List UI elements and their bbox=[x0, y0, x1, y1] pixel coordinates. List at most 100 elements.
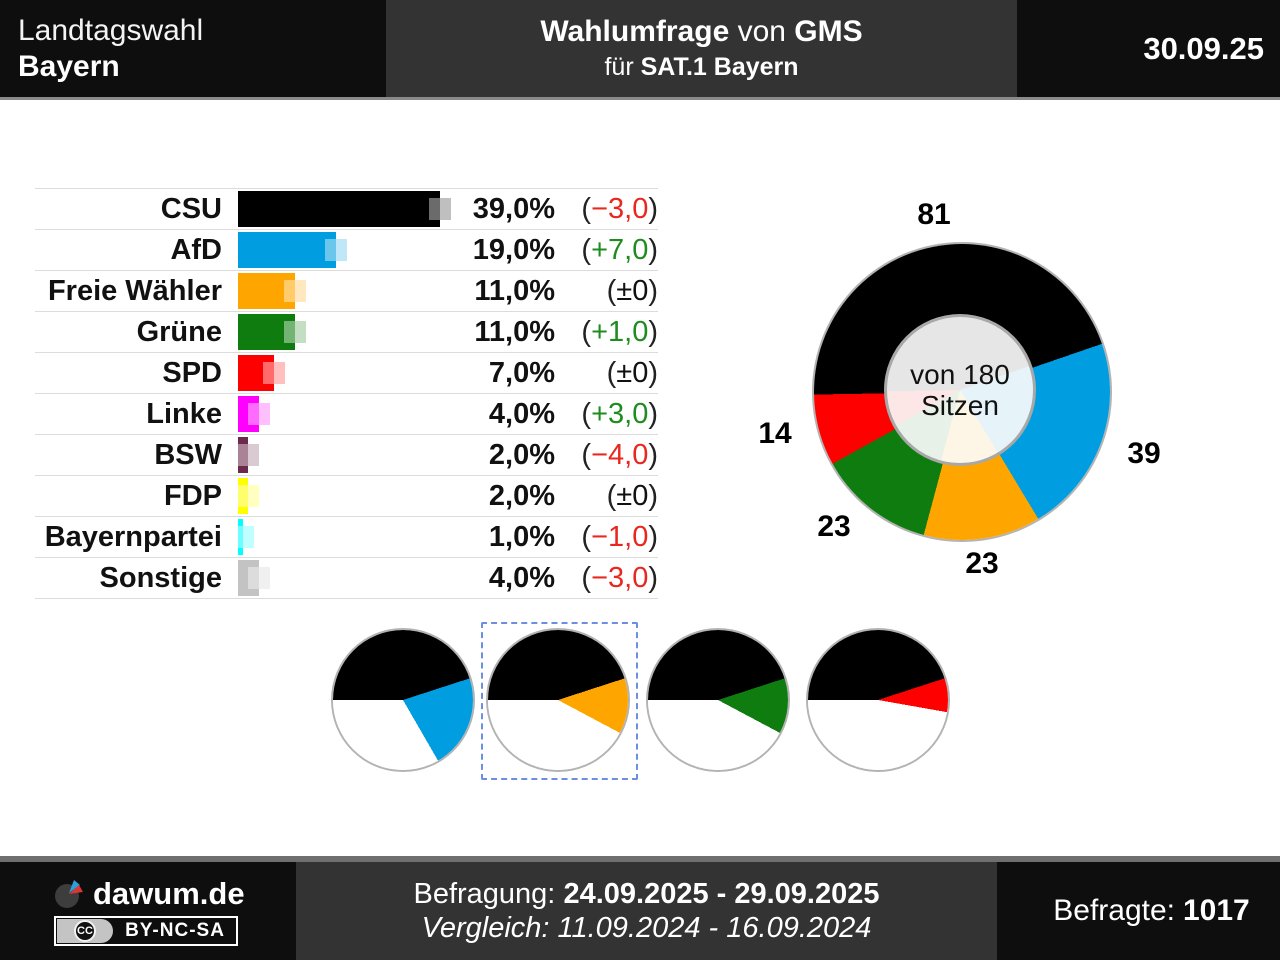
marker-outer-half bbox=[274, 362, 285, 384]
seat-count-label: 23 bbox=[965, 547, 999, 580]
footer-survey-section: Befragung: 24.09.2025 - 29.09.2025 Vergl… bbox=[296, 862, 997, 960]
seat-count-label: 81 bbox=[917, 198, 951, 231]
footer-brand-section: dawum.de CC BY-NC-SA bbox=[0, 862, 296, 960]
survey-period: Befragung: 24.09.2025 - 29.09.2025 bbox=[413, 878, 880, 910]
previous-value-marker bbox=[325, 239, 347, 261]
cc-logo-tab: CC bbox=[57, 919, 113, 943]
coalition-pie-option[interactable] bbox=[488, 630, 628, 770]
previous-value-marker bbox=[284, 321, 306, 343]
poll-bar bbox=[238, 191, 440, 227]
poll-bar bbox=[238, 437, 248, 473]
dawum-logo-icon bbox=[55, 880, 83, 908]
footer: dawum.de CC BY-NC-SA Befragung: 24.09.20… bbox=[0, 862, 1280, 960]
poll-value: 4,0% bbox=[488, 562, 555, 594]
election-region: Bayern bbox=[18, 50, 120, 83]
marker-inner-half bbox=[284, 280, 295, 302]
poll-bar bbox=[238, 519, 243, 555]
cc-license-badge[interactable]: CC BY-NC-SA bbox=[54, 916, 238, 946]
poll-bar-chart: CSU 39,0% (−3,0) AfD 19,0% (+7,0) Freie Wähler… bbox=[35, 188, 658, 599]
marker-outer-half bbox=[336, 239, 347, 261]
party-label: FDP bbox=[164, 480, 222, 512]
poll-title: Wahlumfrage von GMS bbox=[540, 15, 863, 48]
previous-value-marker bbox=[248, 567, 270, 589]
poll-change: (−1,0) bbox=[581, 521, 658, 553]
marker-inner-half bbox=[263, 362, 274, 384]
marker-inner-half bbox=[248, 567, 259, 589]
marker-outer-half bbox=[295, 280, 306, 302]
donut-center-line1: von 180 bbox=[910, 359, 1010, 390]
marker-inner-half bbox=[429, 198, 440, 220]
poll-value: 11,0% bbox=[474, 275, 555, 307]
coalition-pie-option[interactable] bbox=[648, 630, 788, 770]
marker-inner-half bbox=[284, 321, 295, 343]
marker-outer-half bbox=[440, 198, 451, 220]
poll-change: (±0) bbox=[606, 275, 658, 307]
poll-bar bbox=[238, 273, 295, 309]
previous-value-marker bbox=[232, 526, 254, 548]
poll-row: BSW 2,0% (−4,0) bbox=[35, 434, 658, 475]
poll-row: Linke 4,0% (+3,0) bbox=[35, 393, 658, 434]
marker-outer-half bbox=[248, 485, 259, 507]
respondents-value: 1017 bbox=[1183, 894, 1250, 927]
poll-change: (+3,0) bbox=[581, 398, 658, 430]
previous-value-marker bbox=[429, 198, 451, 220]
cc-icon: CC bbox=[74, 920, 96, 942]
previous-value-marker bbox=[263, 362, 285, 384]
respondents-label: Befragte: bbox=[1053, 894, 1175, 927]
header-election: Landtagswahl Bayern bbox=[0, 0, 386, 97]
election-type: Landtagswahl bbox=[18, 14, 204, 47]
poll-value: 2,0% bbox=[488, 439, 555, 471]
previous-value-marker bbox=[248, 403, 270, 425]
seat-count-label: 39 bbox=[1127, 437, 1161, 470]
marker-outer-half bbox=[259, 403, 270, 425]
previous-value-marker bbox=[237, 485, 259, 507]
poll-value: 7,0% bbox=[488, 357, 555, 389]
poll-change: (−3,0) bbox=[581, 562, 658, 594]
poll-row: SPD 7,0% (±0) bbox=[35, 352, 658, 393]
party-label: Bayernpartei bbox=[44, 521, 222, 553]
poll-bar bbox=[238, 478, 248, 514]
poll-value: 1,0% bbox=[488, 521, 555, 553]
party-label: SPD bbox=[162, 357, 222, 389]
poll-bar bbox=[238, 232, 336, 268]
poll-change: (+7,0) bbox=[581, 234, 658, 266]
brand[interactable]: dawum.de bbox=[54, 876, 245, 912]
seat-count-label: 23 bbox=[817, 510, 851, 543]
header: Landtagswahl Bayern Wahlumfrage von GMS … bbox=[0, 0, 1280, 97]
marker-outer-half bbox=[295, 321, 306, 343]
poll-row: Freie Wähler 11,0% (±0) bbox=[35, 270, 658, 311]
poll-row: FDP 2,0% (±0) bbox=[35, 475, 658, 516]
poll-value: 19,0% bbox=[472, 234, 555, 266]
poll-bar bbox=[238, 355, 274, 391]
header-title: Wahlumfrage von GMS für SAT.1 Bayern bbox=[386, 0, 1017, 97]
coalition-pie-option[interactable] bbox=[333, 630, 473, 770]
cc-license-text: BY-NC-SA bbox=[125, 920, 225, 941]
footer-divider bbox=[0, 856, 1280, 862]
poll-row: Sonstige 4,0% (−3,0) bbox=[35, 557, 658, 598]
marker-inner-half bbox=[237, 485, 248, 507]
coalition-pie-option[interactable] bbox=[808, 630, 948, 770]
party-label: AfD bbox=[170, 234, 222, 266]
previous-value-marker bbox=[284, 280, 306, 302]
poll-date: 30.09.25 bbox=[1143, 31, 1264, 66]
marker-outer-half bbox=[259, 567, 270, 589]
poll-value: 2,0% bbox=[488, 480, 555, 512]
party-label: Grüne bbox=[136, 316, 222, 348]
marker-inner-half bbox=[237, 444, 248, 466]
poll-value: 4,0% bbox=[488, 398, 555, 430]
poll-change: (+1,0) bbox=[581, 316, 658, 348]
poll-bar bbox=[238, 314, 295, 350]
header-divider bbox=[0, 97, 1280, 100]
comparison-period: Vergleich: 11.09.2024 - 16.09.2024 bbox=[421, 912, 872, 944]
previous-value-marker bbox=[237, 444, 259, 466]
marker-outer-half bbox=[248, 444, 259, 466]
poll-bar bbox=[238, 560, 259, 596]
seat-donut-center: von 180 Sitzen bbox=[887, 317, 1033, 463]
party-label: Freie Wähler bbox=[47, 275, 222, 307]
poll-change: (±0) bbox=[606, 480, 658, 512]
party-label: CSU bbox=[160, 193, 222, 225]
party-label: Linke bbox=[146, 398, 222, 430]
party-label: BSW bbox=[154, 439, 222, 471]
poll-bar bbox=[238, 396, 259, 432]
coalition-selection-box bbox=[481, 622, 638, 780]
